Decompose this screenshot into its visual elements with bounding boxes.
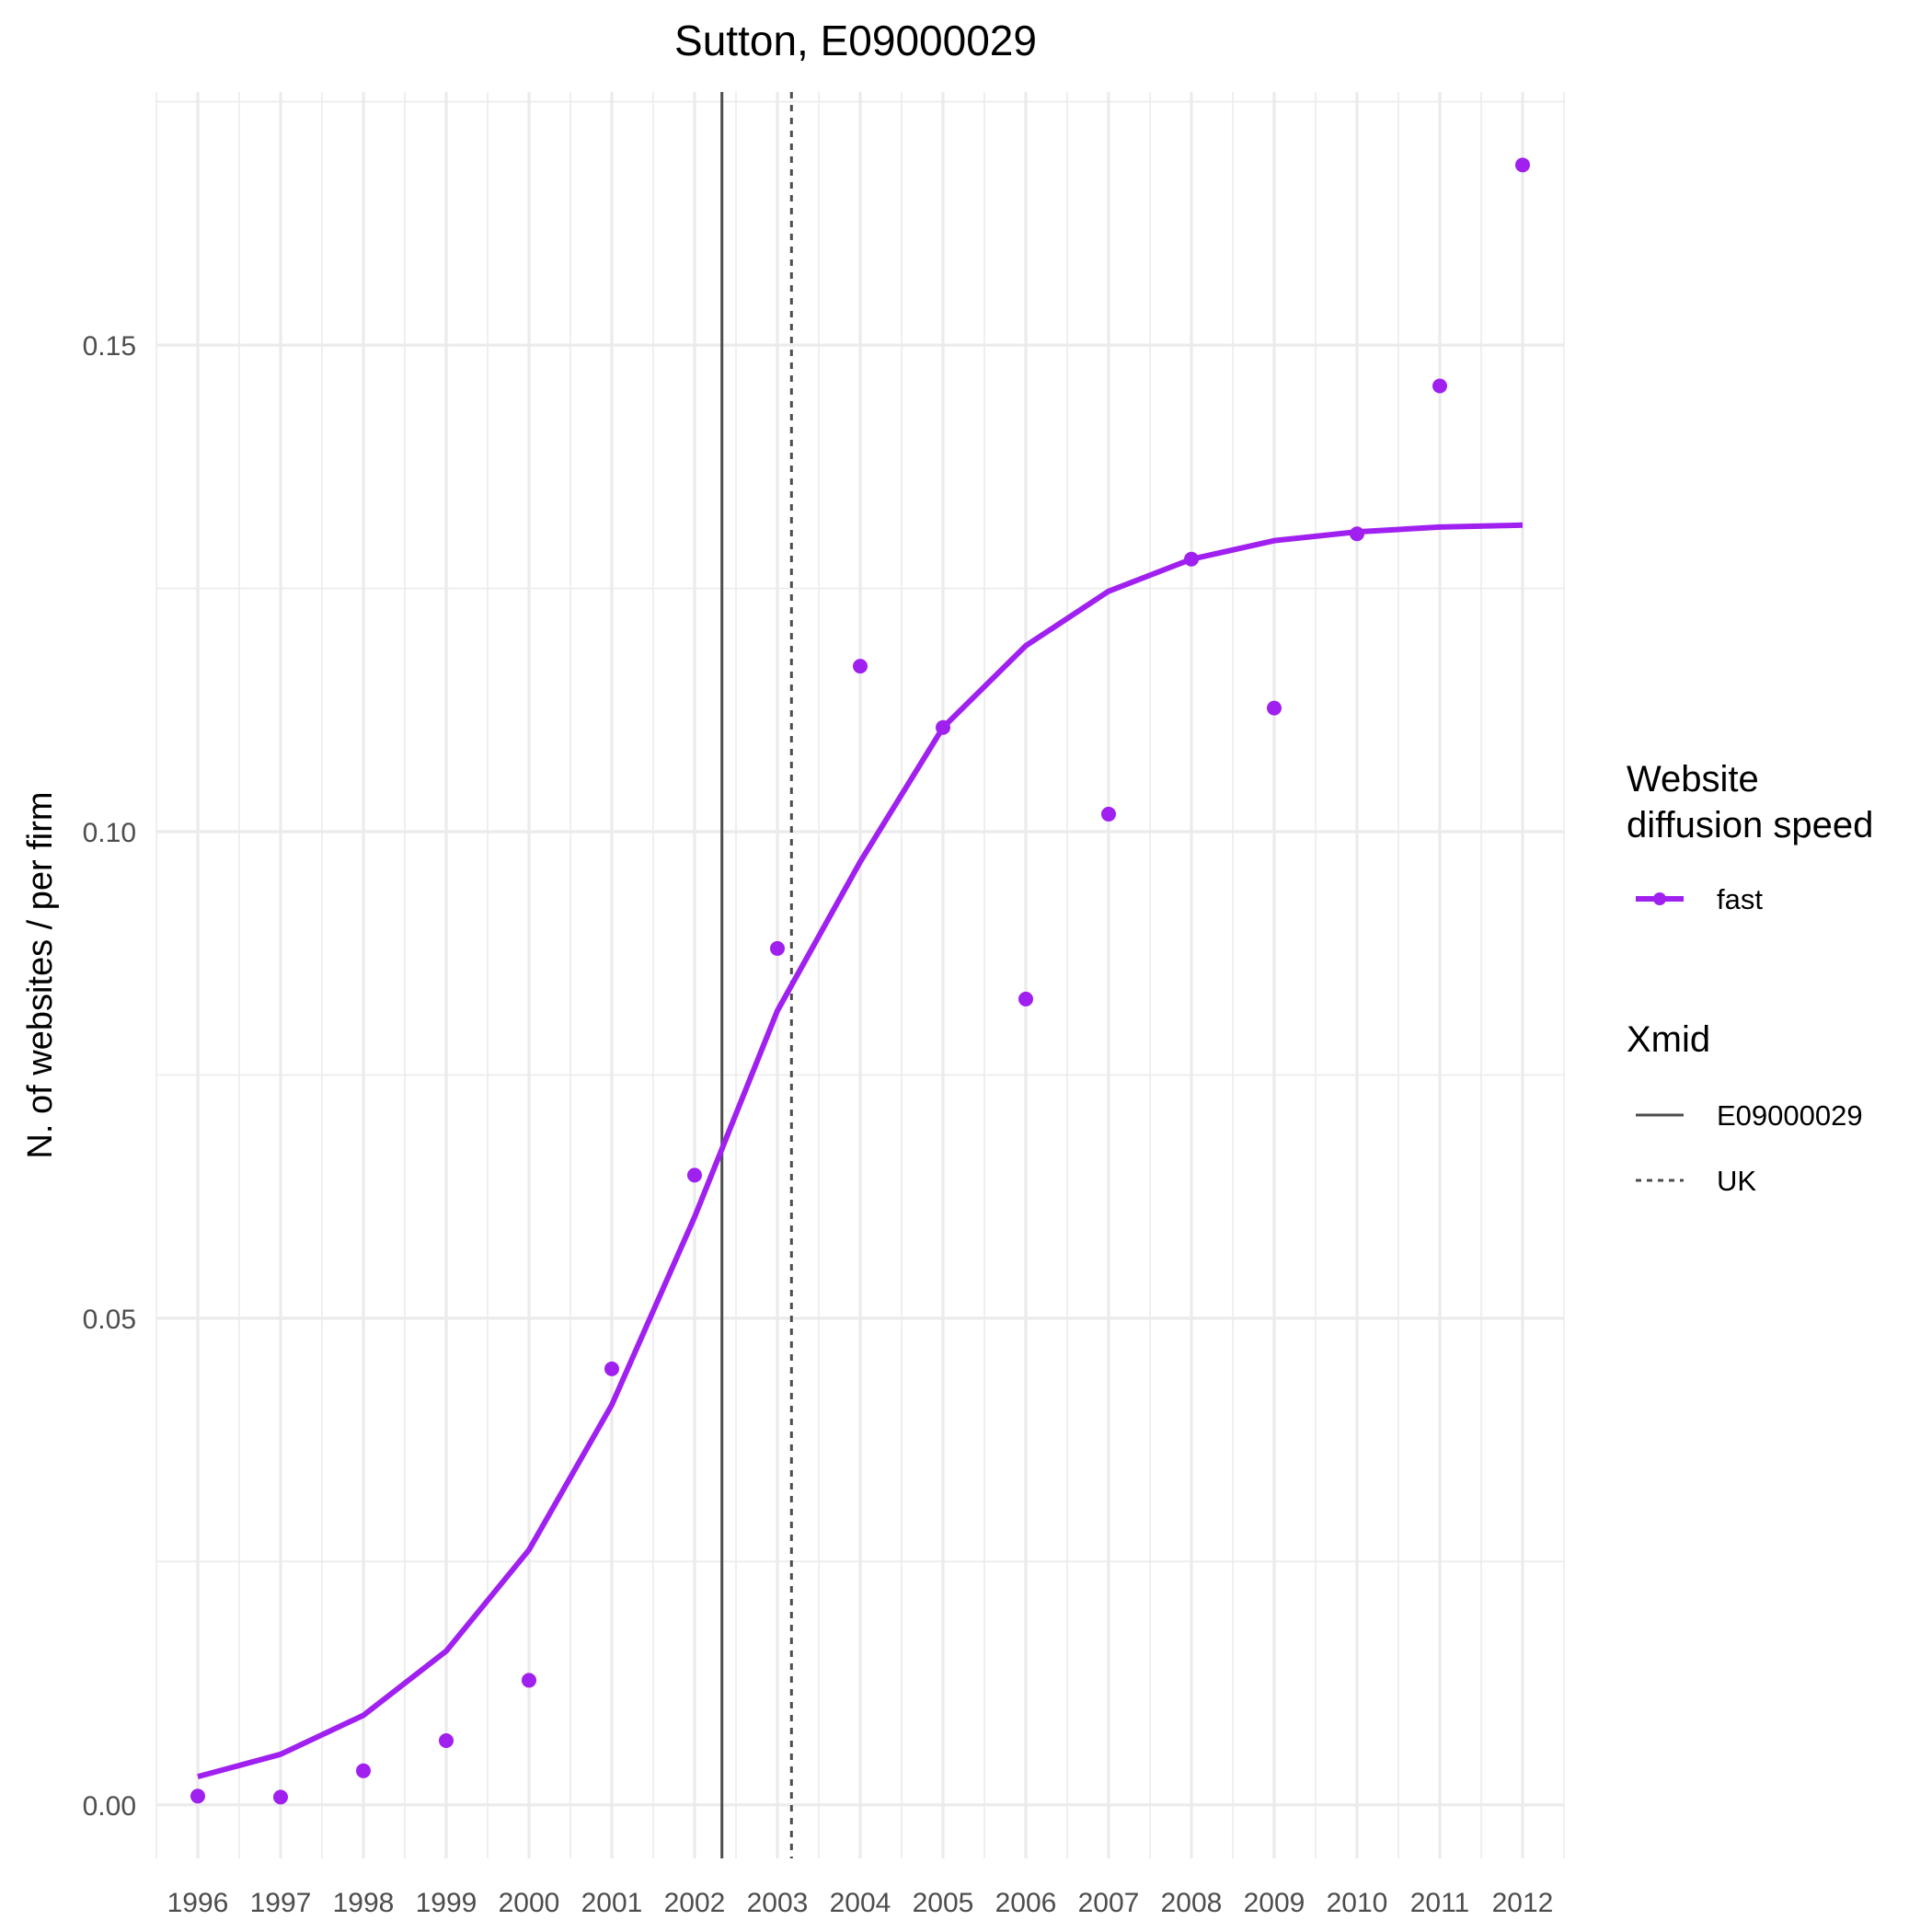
y-axis-ticks: 0.00 0.05 0.10 0.15 — [83, 331, 136, 1822]
y-tick-label: 0.15 — [83, 331, 136, 362]
data-point-2004 — [853, 659, 868, 674]
data-point-2008 — [1184, 551, 1199, 567]
data-point-2009 — [1267, 700, 1282, 716]
legend-item-fast: fast — [1636, 883, 1763, 915]
data-point-2006 — [1018, 991, 1033, 1006]
legend-speed-title-line1: Website — [1627, 759, 1759, 799]
data-point-2007 — [1101, 806, 1116, 822]
data-point-1999 — [439, 1733, 454, 1748]
x-tick-label: 2007 — [1078, 1888, 1140, 1918]
legend-uk-label: UK — [1717, 1165, 1756, 1197]
y-axis-title: N. of websites / per firm — [21, 791, 60, 1158]
data-point-2003 — [770, 940, 785, 956]
x-tick-label: 2002 — [664, 1888, 726, 1918]
legend-e09000029-label: E09000029 — [1717, 1099, 1863, 1132]
data-point-1996 — [190, 1788, 205, 1804]
x-tick-label: 1996 — [167, 1888, 229, 1918]
series-points — [190, 157, 1530, 1805]
x-tick-label: 2005 — [913, 1888, 974, 1918]
data-point-2001 — [604, 1361, 619, 1376]
data-point-2012 — [1515, 157, 1530, 173]
x-tick-label: 2009 — [1244, 1888, 1305, 1918]
data-point-1998 — [356, 1763, 371, 1778]
x-tick-label: 2011 — [1410, 1888, 1470, 1918]
chart-title: Sutton, E09000029 — [674, 17, 1037, 64]
legend-fast-label: fast — [1717, 883, 1763, 915]
legend: Website diffusion speed fast Xmid E09000… — [1627, 759, 1873, 1197]
x-tick-label: 1999 — [416, 1888, 477, 1918]
x-tick-label: 2006 — [995, 1888, 1057, 1918]
x-tick-label: 2001 — [581, 1888, 643, 1918]
data-point-2010 — [1350, 526, 1364, 542]
x-tick-label: 2004 — [830, 1888, 891, 1918]
data-point-2005 — [936, 719, 950, 735]
data-point-2002 — [687, 1167, 702, 1183]
y-tick-label: 0.00 — [83, 1791, 136, 1822]
reference-lines — [720, 92, 793, 1858]
x-tick-label: 2010 — [1327, 1888, 1388, 1918]
data-point-2000 — [522, 1673, 536, 1688]
series-line-fast — [197, 522, 1524, 1780]
legend-item-uk: UK — [1636, 1165, 1756, 1197]
legend-speed-title-line2: diffusion speed — [1627, 805, 1873, 845]
x-tick-label: 2003 — [747, 1888, 809, 1918]
x-tick-label: 2008 — [1161, 1888, 1223, 1918]
grid — [155, 92, 1565, 1858]
legend-item-e09000029: E09000029 — [1636, 1099, 1863, 1132]
x-tick-label: 2012 — [1492, 1888, 1554, 1918]
x-tick-label: 1998 — [333, 1888, 395, 1918]
y-tick-label: 0.10 — [83, 818, 136, 848]
legend-fast-point-key — [1653, 892, 1666, 905]
data-point-1997 — [273, 1789, 288, 1805]
data-point-2011 — [1432, 378, 1447, 394]
y-tick-label: 0.05 — [83, 1305, 136, 1335]
series-lines — [197, 522, 1524, 1780]
legend-xmid-title: Xmid — [1627, 1019, 1710, 1060]
x-axis-ticks: 1996 1997 1998 1999 2000 2001 2002 2003 2004 2005… — [167, 1888, 1554, 1918]
x-tick-label: 1997 — [250, 1888, 312, 1918]
x-tick-label: 2000 — [499, 1888, 560, 1918]
